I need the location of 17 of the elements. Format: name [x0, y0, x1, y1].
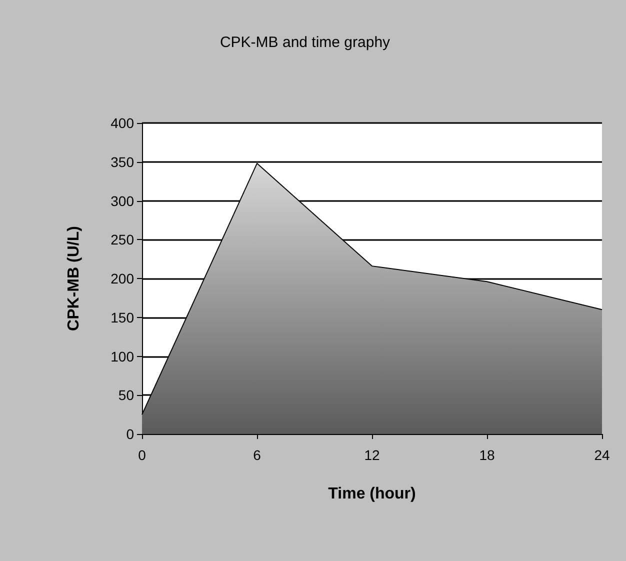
y-tick-label: 350 — [110, 154, 134, 170]
y-axis-title: CPK-MB (U/L) — [66, 226, 82, 331]
x-tick-label: 6 — [253, 447, 262, 463]
x-tick-label: 0 — [138, 447, 146, 463]
y-tick-label: 150 — [110, 309, 134, 326]
chart-title: CPK-MB and time graphy — [220, 34, 391, 51]
y-tick-label: 100 — [110, 348, 134, 364]
x-tick-label: 18 — [479, 447, 495, 463]
x-tick-label: 12 — [364, 447, 380, 463]
y-tick-label: 200 — [110, 270, 134, 286]
y-tick-label: 50 — [118, 387, 134, 404]
y-tick-label: 300 — [110, 192, 134, 209]
x-axis-title: Time (hour) — [328, 486, 416, 502]
x-tick-label: 24 — [594, 447, 610, 463]
y-tick-label: 0 — [126, 426, 134, 442]
y-tick-label: 400 — [110, 115, 134, 131]
y-tick-label: 250 — [110, 232, 134, 248]
